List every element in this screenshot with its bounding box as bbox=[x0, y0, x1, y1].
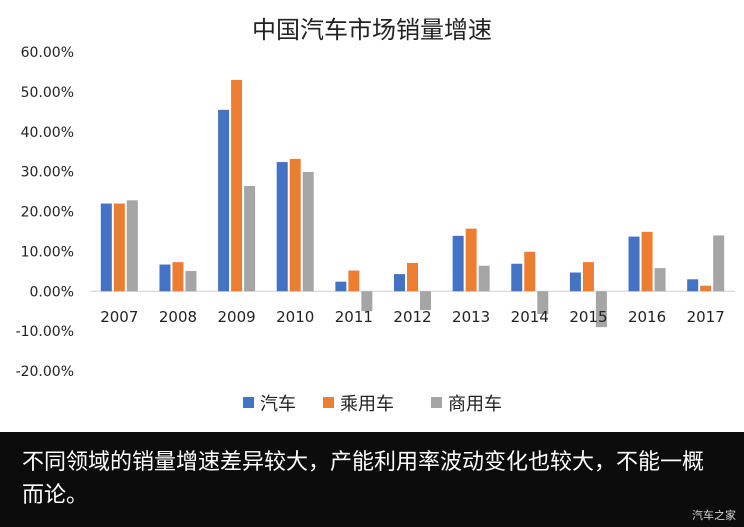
legend-label: 商用车 bbox=[448, 394, 502, 415]
bar bbox=[302, 172, 314, 292]
bar bbox=[185, 270, 197, 292]
bar bbox=[348, 270, 360, 292]
x-tick-label: 2012 bbox=[393, 308, 431, 326]
watermark: 汽车之家 bbox=[692, 509, 736, 522]
bar bbox=[511, 263, 523, 292]
bars-group bbox=[100, 79, 725, 328]
y-tick-label: 20.00% bbox=[21, 205, 74, 221]
y-tick-label: 60.00% bbox=[21, 45, 74, 61]
x-tick-label: 2009 bbox=[217, 308, 255, 326]
bar bbox=[537, 291, 549, 314]
bar bbox=[452, 235, 464, 292]
bar bbox=[361, 291, 373, 312]
bar bbox=[276, 162, 288, 292]
bar bbox=[407, 262, 418, 292]
legend-swatch bbox=[431, 397, 442, 408]
bar bbox=[569, 272, 581, 292]
x-tick-label: 2014 bbox=[511, 308, 549, 326]
x-tick-label: 2011 bbox=[335, 308, 373, 326]
bar bbox=[713, 235, 725, 292]
bar bbox=[126, 200, 138, 292]
bar bbox=[595, 291, 607, 328]
x-tick-label: 2017 bbox=[687, 308, 725, 326]
legend: 汽车 乘用车 商用车 bbox=[243, 394, 502, 415]
y-tick-label: 10.00% bbox=[21, 244, 74, 260]
y-tick-label: -10.00% bbox=[16, 324, 74, 340]
bar bbox=[100, 203, 112, 292]
chart-area: 中国汽车市场销量增速 60.00% 50.00% 40.00% 30.00% 20.00… bbox=[15, 16, 735, 415]
bar bbox=[478, 265, 490, 292]
caption-bar: 不同领域的销量增速差异较大，产能利用率波动变化也较大，不能一概而论。 汽车之家 bbox=[0, 432, 744, 527]
bar bbox=[159, 264, 171, 292]
bar bbox=[641, 231, 653, 292]
bar bbox=[289, 158, 301, 292]
caption-text: 不同领域的销量增速差异较大，产能利用率波动变化也较大，不能一概而论。 bbox=[22, 450, 705, 508]
y-tick-label: 30.00% bbox=[21, 165, 74, 181]
bar bbox=[420, 291, 431, 310]
bar bbox=[582, 262, 594, 292]
bar bbox=[394, 274, 405, 292]
x-axis: 2007 2008 2009 2010 2011 2012 2013 2014 2015 2016… bbox=[100, 308, 725, 326]
y-axis: 60.00% 50.00% 40.00% 30.00% 20.00% 10.00% 0.00… bbox=[16, 45, 74, 380]
bar bbox=[465, 228, 477, 292]
bar bbox=[244, 185, 256, 292]
legend-swatch bbox=[243, 397, 254, 408]
chart-title: 中国汽车市场销量增速 bbox=[252, 16, 492, 44]
legend-label: 汽车 bbox=[260, 394, 296, 415]
bar bbox=[172, 262, 184, 292]
x-tick-label: 2008 bbox=[159, 308, 197, 326]
y-tick-label: 50.00% bbox=[21, 85, 74, 101]
bar bbox=[524, 251, 536, 292]
x-tick-label: 2010 bbox=[276, 308, 314, 326]
bar bbox=[628, 236, 640, 292]
bar bbox=[654, 268, 666, 292]
x-tick-label: 2013 bbox=[452, 308, 490, 326]
bar bbox=[218, 109, 230, 292]
x-tick-label: 2016 bbox=[628, 308, 666, 326]
legend-label: 乘用车 bbox=[340, 394, 394, 415]
legend-swatch bbox=[323, 397, 334, 408]
bar-chart: 中国汽车市场销量增速 60.00% 50.00% 40.00% 30.00% 20.00… bbox=[16, 16, 735, 415]
bar bbox=[687, 279, 699, 292]
bar bbox=[700, 285, 712, 292]
y-tick-label: 40.00% bbox=[21, 125, 74, 141]
bar bbox=[113, 203, 125, 292]
bar bbox=[335, 281, 347, 292]
x-tick-label: 2007 bbox=[100, 308, 138, 326]
y-tick-label: -20.00% bbox=[16, 364, 74, 380]
y-tick-label: 0.00% bbox=[30, 284, 74, 300]
x-tick-label: 2015 bbox=[569, 308, 607, 326]
bar bbox=[231, 79, 243, 292]
